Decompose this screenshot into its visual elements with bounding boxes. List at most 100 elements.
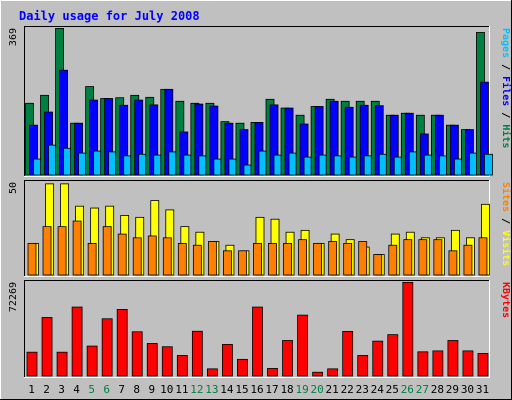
panel-visits-sites: 50 Sites / VisitsVisits 1: 17Sites 1: 17V… bbox=[8, 182, 512, 276]
kbytes-bar: KBytes 23: 15800 bbox=[357, 355, 369, 377]
sites-bar: Sites 7: 22 bbox=[117, 233, 127, 276]
x-tick-label: 27 bbox=[416, 383, 429, 396]
kbytes-bar: KBytes 6: 44000 bbox=[101, 318, 113, 377]
x-tick-label: 1 bbox=[28, 383, 35, 396]
kbytes-bar: KBytes 30: 19300 bbox=[462, 350, 474, 377]
sites-bar: Sites 16: 17 bbox=[253, 242, 262, 276]
sites-bar: Sites 5: 17 bbox=[87, 242, 97, 276]
x-tick-label: 18 bbox=[280, 383, 293, 396]
x-tick-label: 25 bbox=[386, 383, 399, 396]
kbytes-bar: KBytes 27: 18600 bbox=[417, 351, 429, 377]
x-tick-label: 24 bbox=[371, 383, 385, 396]
sites-bar: Sites 12: 16 bbox=[192, 244, 202, 276]
sites-bar: Sites 26: 19 bbox=[403, 239, 413, 276]
legend-sites-visits: Sites / Visits bbox=[500, 182, 512, 266]
sites-bar: Sites 13: 18 bbox=[207, 241, 217, 276]
x-tick-label: 22 bbox=[341, 383, 354, 396]
kbytes-bar: KBytes 24: 26800 bbox=[372, 340, 384, 377]
kbytes-bar: KBytes 9: 25000 bbox=[146, 343, 158, 377]
sites-bar: Sites 10: 20 bbox=[162, 237, 172, 276]
kbytes-bar: KBytes 8: 34000 bbox=[131, 331, 143, 377]
x-tick-label: 14 bbox=[220, 383, 234, 396]
x-tick-label: 26 bbox=[401, 383, 414, 396]
kbytes-bar: KBytes 4: 53000 bbox=[71, 306, 83, 377]
sites-bar: Sites 3: 26 bbox=[57, 226, 67, 276]
legend-entry: Pages bbox=[500, 28, 511, 58]
kbytes-bar: KBytes 17: 5800 bbox=[267, 368, 278, 377]
sites-bar: Sites 9: 21 bbox=[147, 235, 157, 276]
sites-bar: Sites 2: 26 bbox=[42, 226, 52, 276]
kbytes-bar: KBytes 15: 12800 bbox=[237, 358, 248, 377]
x-tick-label: 7 bbox=[118, 383, 125, 396]
kbytes-bar: KBytes 5: 23000 bbox=[86, 345, 98, 377]
sites-bar: Sites 6: 26 bbox=[102, 226, 112, 276]
kbytes-bar: KBytes 13: 5500 bbox=[206, 368, 218, 377]
chart-title: Daily usage for July 2008 bbox=[19, 9, 200, 23]
sites-bar: Sites 1: 17 bbox=[27, 242, 37, 276]
legend-entry: Visits bbox=[500, 230, 512, 266]
legend-kbytes: KBytes bbox=[500, 282, 511, 318]
sites-bar: Sites 19: 19 bbox=[298, 239, 307, 276]
kbytes-bar: KBytes 26: 72000 bbox=[402, 281, 414, 377]
x-tick-label: 8 bbox=[133, 383, 140, 396]
sites-bar: Sites 23: 18 bbox=[358, 241, 368, 276]
x-tick-label: 6 bbox=[103, 383, 110, 396]
legend-pages-files-hits: Pages / Files / Hits bbox=[500, 28, 512, 148]
kbytes-bar: KBytes 20: 2900 bbox=[312, 371, 324, 377]
sites-bar: Sites 25: 16 bbox=[388, 244, 398, 276]
legend-entry: Files bbox=[500, 76, 512, 106]
kbytes-bar: KBytes 2: 45000 bbox=[41, 317, 53, 377]
x-tick-label: 28 bbox=[431, 383, 444, 396]
x-tick-label: 16 bbox=[250, 383, 263, 396]
sites-bar: Sites 15: 13 bbox=[238, 250, 247, 276]
x-tick-label: 2 bbox=[43, 383, 50, 396]
x-tick-label: 29 bbox=[446, 383, 459, 396]
legend-entry: / bbox=[500, 58, 511, 76]
kbytes-bar: KBytes 16: 53000 bbox=[252, 306, 263, 377]
x-tick-label: 21 bbox=[326, 383, 339, 396]
max-value-label: 369 bbox=[8, 28, 19, 46]
kbytes-bar: KBytes 29: 27300 bbox=[447, 340, 459, 377]
x-tick-label: 5 bbox=[88, 383, 95, 396]
x-tick-label: 20 bbox=[311, 383, 324, 396]
chart-panels: 369 Pages / Files / HitsHits 1: 180Files … bbox=[8, 27, 512, 377]
x-axis-day-labels: 1 2 3 4 5 6 7 8 9 10 11 12 13 14 15 16 17 18 19 20 21 22 23 24 2… bbox=[28, 383, 489, 396]
kbytes-bar: KBytes 10: 22500 bbox=[161, 346, 173, 377]
sites-bar: Sites 18: 17 bbox=[283, 242, 292, 276]
x-tick-label: 9 bbox=[148, 383, 155, 396]
sites-bar: Sites 22: 17 bbox=[343, 242, 353, 276]
x-tick-label: 12 bbox=[190, 383, 203, 396]
x-tick-label: 11 bbox=[175, 383, 188, 396]
pages-bar: Pages 31: 52 bbox=[484, 153, 493, 176]
sites-bar: Sites 24: 11 bbox=[373, 254, 383, 276]
kbytes-bar: KBytes 12: 34400 bbox=[191, 330, 203, 377]
panel-kbytes: 72269 KBytes KBytes 1: 18300KBytes 2: 4500… bbox=[8, 281, 511, 377]
sites-bar: Sites 11: 17 bbox=[177, 242, 187, 276]
kbytes-bar: KBytes 21: 5500 bbox=[327, 368, 339, 377]
sites-bar: Sites 28: 19 bbox=[433, 239, 443, 276]
x-tick-label: 15 bbox=[235, 383, 248, 396]
x-tick-label: 31 bbox=[476, 383, 489, 396]
kbytes-bar: KBytes 18: 27300 bbox=[282, 340, 293, 377]
x-tick-label: 17 bbox=[265, 383, 278, 396]
max-value-label: 72269 bbox=[8, 282, 19, 312]
sites-bar: Sites 27: 19 bbox=[418, 239, 428, 276]
x-tick-label: 10 bbox=[160, 383, 173, 396]
kbytes-bar: KBytes 19: 46800 bbox=[297, 314, 308, 377]
x-tick-label: 19 bbox=[295, 383, 308, 396]
max-value-label: 50 bbox=[8, 182, 19, 194]
sites-bar: Sites 4: 29 bbox=[72, 220, 82, 276]
legend-entry: Hits bbox=[500, 124, 512, 148]
x-tick-label: 13 bbox=[205, 383, 218, 396]
x-tick-label: 30 bbox=[461, 383, 474, 396]
legend-entry: / bbox=[500, 106, 511, 124]
sites-bar: Sites 20: 17 bbox=[313, 242, 323, 276]
sites-bar: Sites 31: 20 bbox=[478, 237, 488, 276]
kbytes-bar: KBytes 28: 19300 bbox=[432, 350, 444, 377]
kbytes-bar: KBytes 7: 51200 bbox=[116, 309, 128, 377]
legend-entry: KBytes bbox=[500, 282, 511, 318]
kbytes-bar: KBytes 14: 24300 bbox=[222, 343, 233, 377]
sites-bar: Sites 21: 18 bbox=[328, 241, 338, 276]
kbytes-bar: KBytes 11: 15800 bbox=[176, 355, 188, 377]
